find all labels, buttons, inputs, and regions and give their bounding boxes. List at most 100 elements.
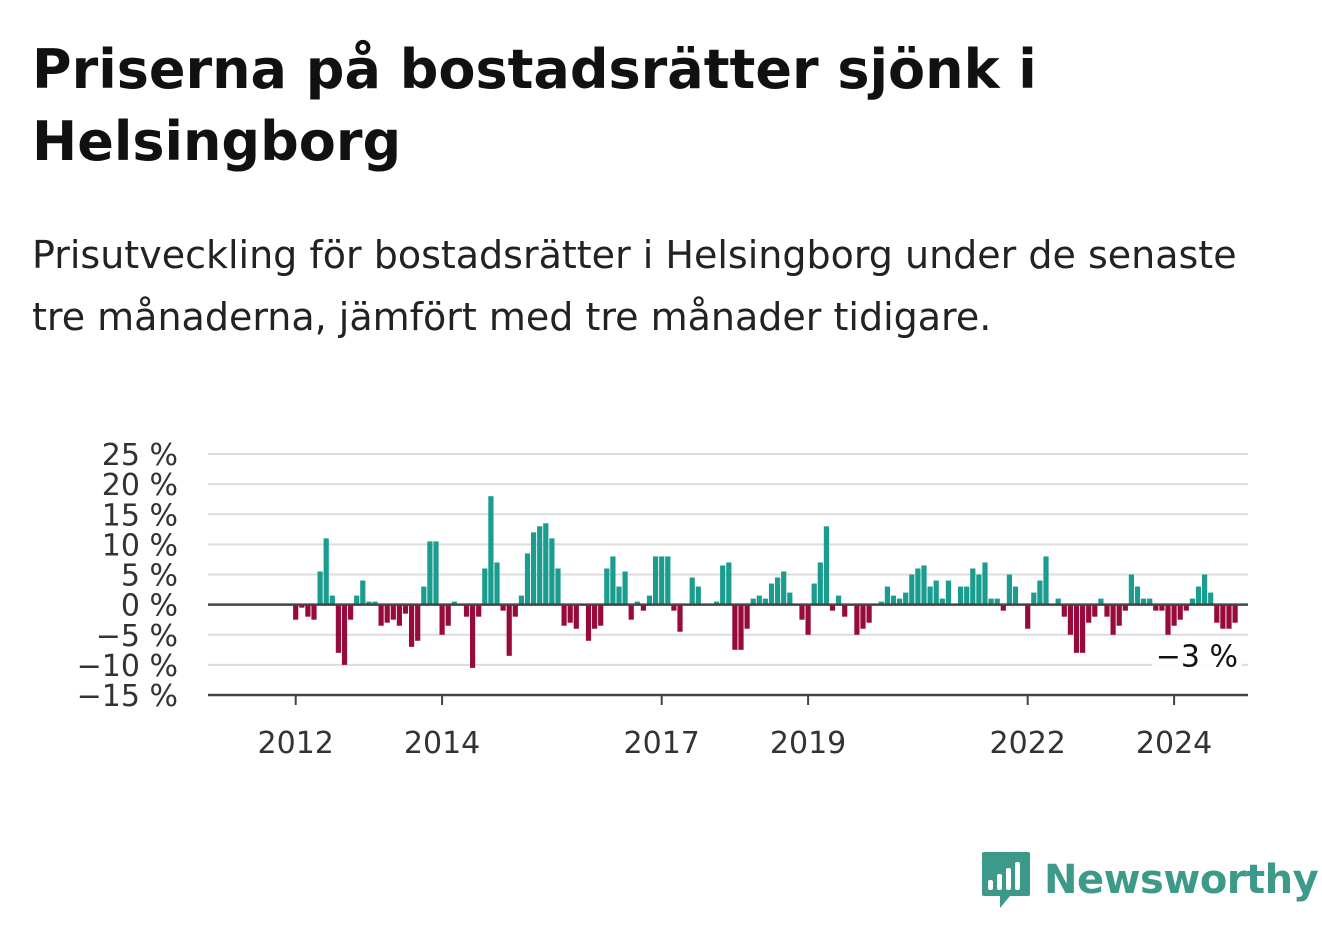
bar [659,556,665,605]
bar [524,553,531,605]
x-tick-label: 2024 [1136,726,1212,761]
newsworthy-logo-icon [982,852,1030,908]
bar [738,604,744,650]
bar [811,583,817,605]
bar [653,556,659,605]
bar [768,583,775,605]
bar [1055,598,1061,605]
annotation-label: −3 % [1156,640,1238,675]
bar [1067,604,1073,635]
bar [750,598,756,605]
bar [720,565,726,605]
bar [854,604,860,635]
bar [927,586,933,605]
bar [390,604,396,620]
chart-subtitle: Prisutveckling för bostadsrätter i Helsi… [32,233,1237,339]
bar [329,595,335,605]
bar [915,568,921,605]
bar [878,601,884,605]
bar-chart: 25 %20 %15 %10 %5 %0 %−5 %−10 %−15 % 2012… [77,438,1248,761]
bar [823,526,829,605]
bar [1202,574,1208,605]
bar [1110,604,1116,635]
bar [409,604,415,647]
bar [1086,604,1092,623]
bar [1159,604,1165,611]
y-tick-label: 20 % [102,468,178,503]
bar [427,541,433,605]
newsworthy-logo: Newsworthy [980,850,1319,910]
bar [842,604,848,617]
bar [964,586,970,605]
x-tick-label: 2012 [258,726,334,761]
bar [317,571,323,605]
bar [311,604,317,620]
bar [665,556,671,605]
bar [671,604,677,611]
bar [470,604,476,668]
bar [348,604,354,620]
bar [402,604,409,614]
x-tick-label: 2017 [624,726,700,761]
bar [646,595,653,605]
y-tick-label: −10 % [77,649,178,684]
bar [781,571,787,605]
bar [555,568,561,605]
bar [866,604,872,623]
bar [433,541,439,605]
bar [860,604,866,629]
x-tick-label: 2022 [990,726,1066,761]
bar [1171,604,1177,626]
bar [945,580,951,605]
bar [518,595,524,605]
bar [445,604,451,626]
y-tick-label: −15 % [77,679,178,714]
bar [695,586,701,605]
bar [1226,604,1232,629]
bar [1098,598,1104,605]
bar [482,568,488,605]
bar [677,604,683,632]
bar [884,586,890,605]
bar [634,601,640,605]
bar [939,598,945,605]
bar [1189,598,1195,605]
bar [421,586,427,605]
bar [689,577,695,605]
bar [805,604,811,635]
y-tick-label: 5 % [121,559,178,594]
bar [451,601,457,605]
bar [512,604,518,617]
bar [531,532,537,605]
bar [775,577,781,605]
brand-name: Newsworthy [1044,857,1319,903]
bar [506,604,512,656]
bar [1220,604,1226,629]
bar [543,523,549,605]
bar [817,562,823,605]
bar [1141,598,1147,605]
bar [1000,604,1006,611]
bar [909,574,915,605]
bar [1165,604,1171,635]
bar [1006,574,1012,605]
bar [1104,604,1110,617]
bar [970,568,976,605]
bar [836,595,842,605]
bar [1073,604,1080,653]
bar [1037,580,1043,605]
bar [439,604,445,635]
bar [829,604,836,611]
bar [415,604,421,641]
bar [573,604,579,629]
bar [933,580,939,605]
bar [463,604,470,617]
bar [1012,586,1019,605]
bar [299,604,305,608]
bar [1031,592,1037,605]
y-tick-label: 25 % [102,438,178,473]
bar [567,604,573,623]
bar [1134,586,1141,605]
bar [378,604,384,626]
bar [1232,604,1238,623]
